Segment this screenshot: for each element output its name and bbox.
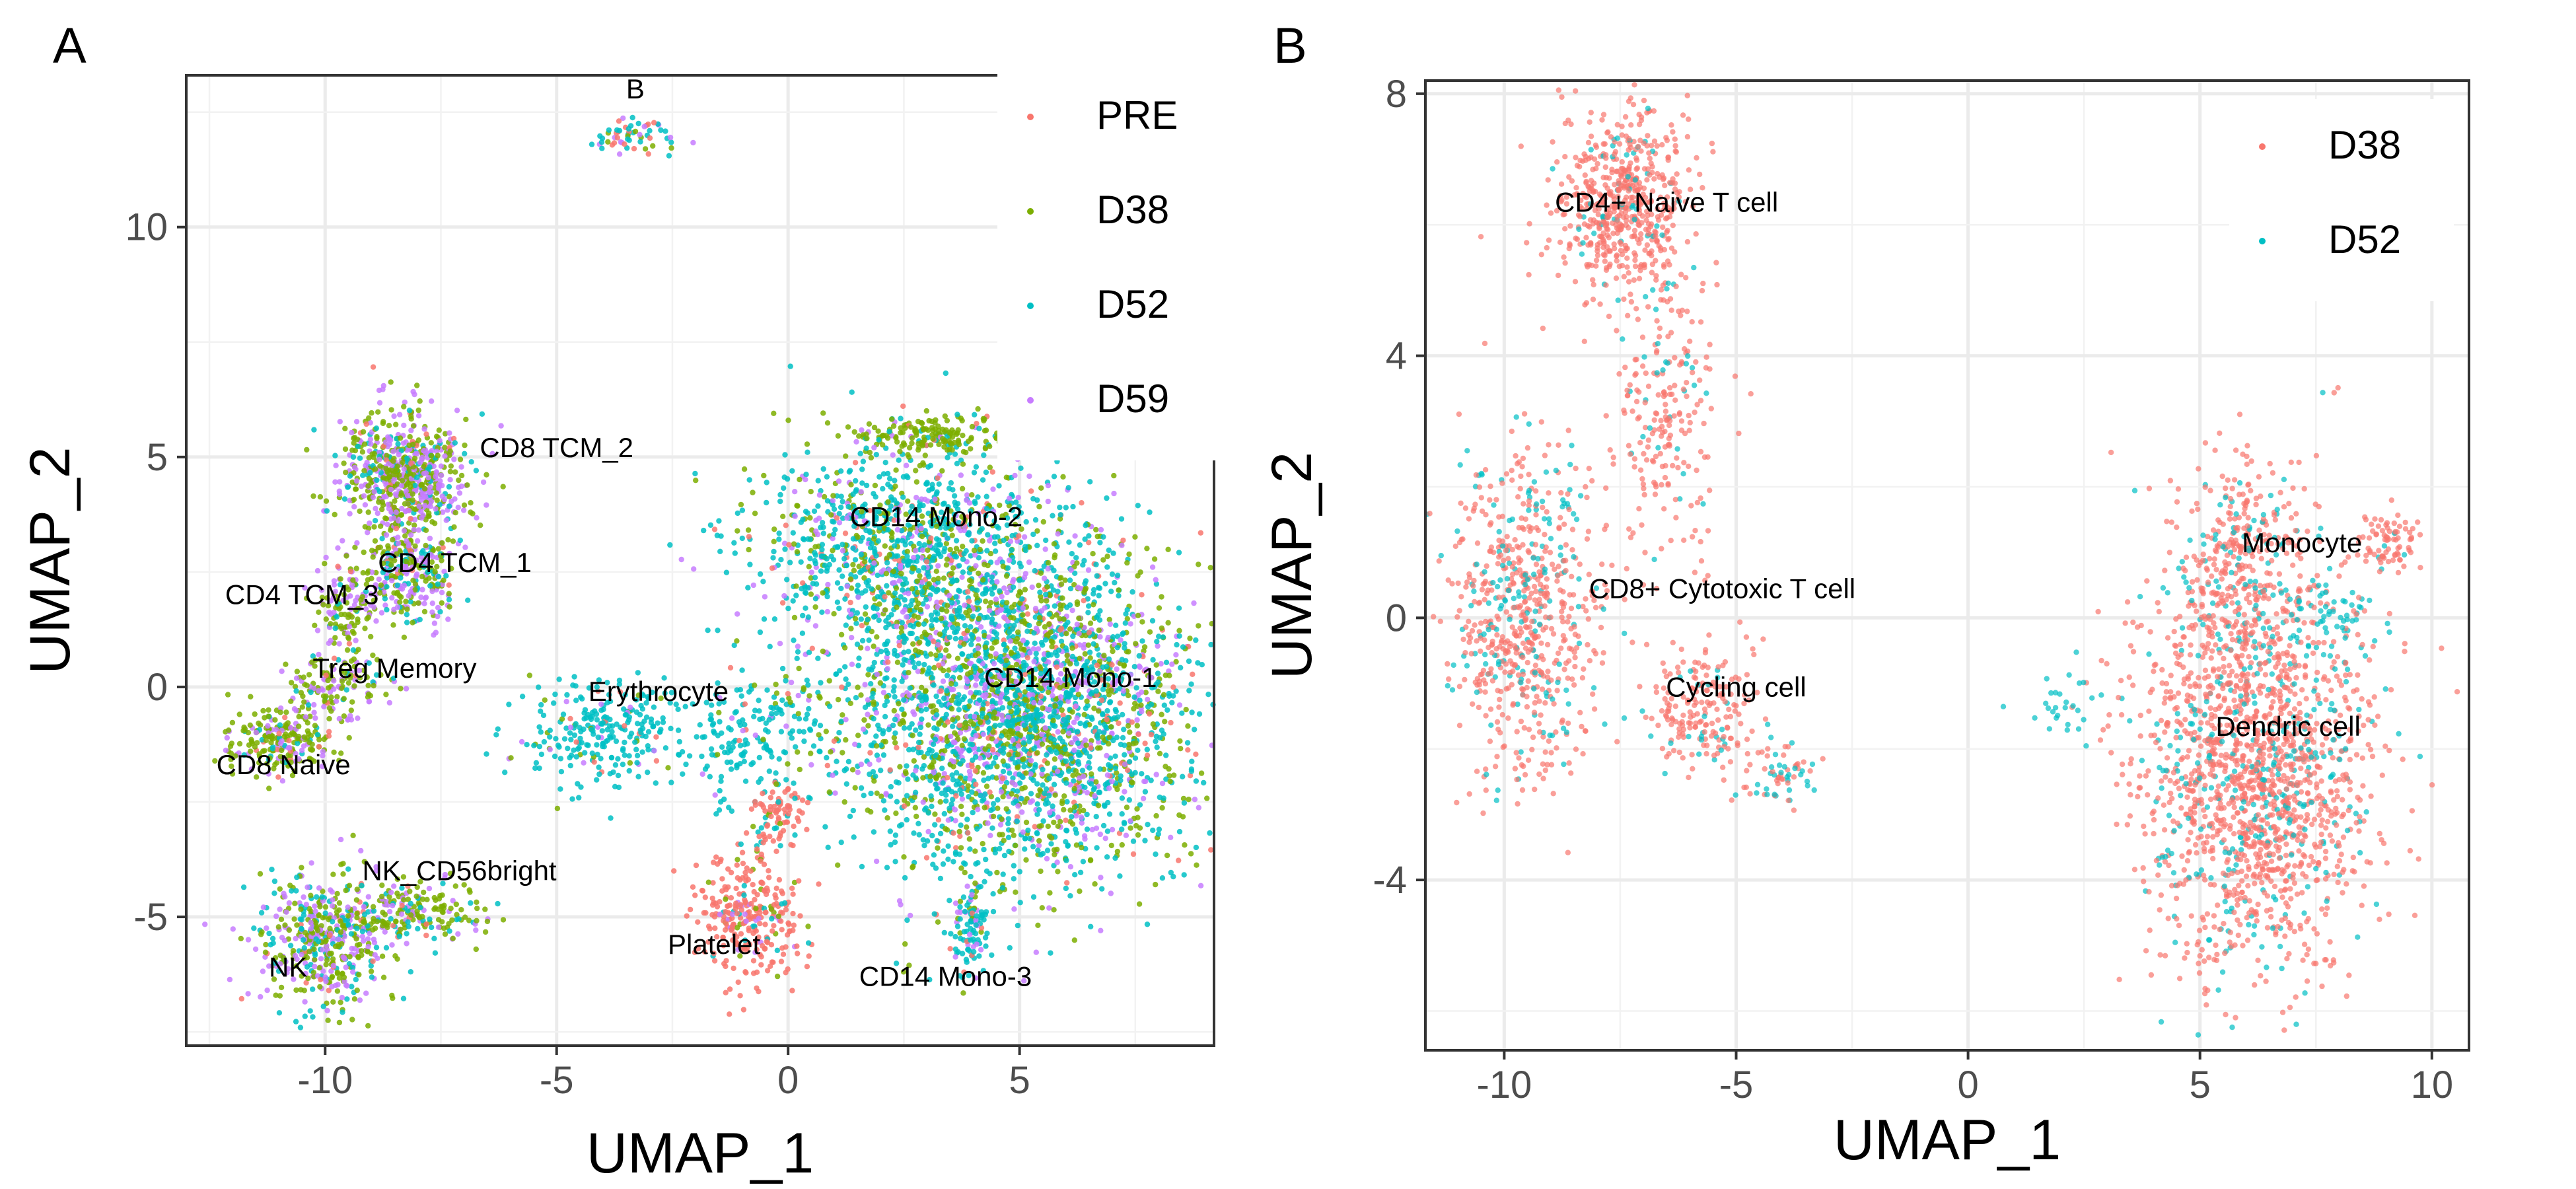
cluster-label: CD8 TCM_2 — [480, 432, 633, 463]
cluster-label: CD8 Naive — [217, 749, 351, 780]
y-axis-title: UMAP_2 — [1260, 452, 1324, 679]
legend-key — [2259, 143, 2266, 150]
panel-a-umap-scatter: -10 -5 0 5 -5 0 5 10 UMAP_1 UMAP_2 B CD8 TCM_2 CD4 T… — [18, 69, 1222, 1185]
x-tick-label: -10 — [1476, 1063, 1532, 1106]
legend-label: D52 — [1096, 282, 1169, 326]
y-tick-label: 4 — [1386, 335, 1407, 378]
legend-label: D52 — [2328, 217, 2401, 262]
x-tick-label: 5 — [1009, 1059, 1030, 1102]
cluster-label: NK — [269, 952, 307, 983]
y-tick-label: -5 — [133, 896, 168, 939]
legend-key — [1027, 114, 1034, 120]
cluster-label: NK_CD56bright — [362, 855, 556, 886]
cluster-label: CD4 TCM_1 — [378, 547, 532, 578]
y-tick-label: -4 — [1373, 859, 1407, 902]
legend-key — [1027, 303, 1034, 309]
panel-b-umap-scatter: -10 -5 0 5 10 -4 0 4 8 UMAP_1 UMAP_2 CD4+ Naive T c… — [1260, 73, 2470, 1172]
x-tick-label: -5 — [1719, 1063, 1754, 1106]
cluster-label: CD8+ Cytotoxic T cell — [1589, 573, 1855, 604]
cluster-label: Platelet — [668, 929, 760, 960]
cluster-label: Erythrocyte — [589, 676, 729, 707]
cluster-label: Treg Memory — [312, 653, 476, 684]
x-axis-title: UMAP_1 — [1834, 1108, 2061, 1172]
y-tick-label: 10 — [125, 206, 168, 249]
cluster-label: Cycling cell — [1666, 671, 1806, 702]
cluster-label: CD14 Mono-2 — [850, 501, 1022, 532]
x-axis-title: UMAP_1 — [587, 1122, 814, 1185]
x-tick-label: 10 — [2411, 1063, 2454, 1106]
x-tick-label: 5 — [2190, 1063, 2211, 1106]
y-tick-label: 8 — [1386, 73, 1407, 116]
cluster-label: Monocyte — [2242, 527, 2362, 558]
cluster-label: B — [626, 73, 645, 104]
y-tick-label: 0 — [147, 666, 168, 709]
panel-a-legend: PRE D38 D52 D59 — [997, 69, 1222, 460]
legend-key — [1027, 397, 1034, 404]
y-axis-title: UMAP_2 — [18, 447, 82, 674]
panel-a-letter: A — [53, 18, 87, 74]
x-tick-label: 0 — [1957, 1063, 1978, 1106]
x-tick-label: -10 — [297, 1059, 353, 1102]
y-tick-label: 5 — [147, 436, 168, 479]
legend-key — [1027, 208, 1034, 215]
cluster-label: CD14 Mono-3 — [859, 960, 1032, 991]
x-tick-label: -5 — [540, 1059, 574, 1102]
legend-label: D38 — [2328, 123, 2401, 167]
x-tick-label: 0 — [777, 1059, 799, 1102]
panel-b-legend: D38 D52 — [2229, 99, 2454, 301]
panel-a-points — [202, 114, 1216, 1030]
cluster-label: Dendric cell — [2215, 711, 2360, 742]
y-tick-label: 0 — [1386, 596, 1407, 639]
panel-b-points — [1424, 82, 2460, 1038]
legend-key — [2259, 238, 2266, 244]
panel-a-frame — [185, 74, 1215, 1047]
cluster-label: CD4 TCM_3 — [225, 579, 379, 610]
panel-b-letter: B — [1273, 18, 1307, 74]
legend-label: D59 — [1096, 377, 1169, 421]
cluster-label: CD4+ Naive T cell — [1555, 186, 1778, 217]
cluster-label: CD14 Mono-1 — [984, 662, 1157, 693]
legend-label: PRE — [1096, 93, 1178, 137]
panel-b-frame — [1424, 79, 2470, 1052]
legend-label: D38 — [1096, 188, 1169, 232]
